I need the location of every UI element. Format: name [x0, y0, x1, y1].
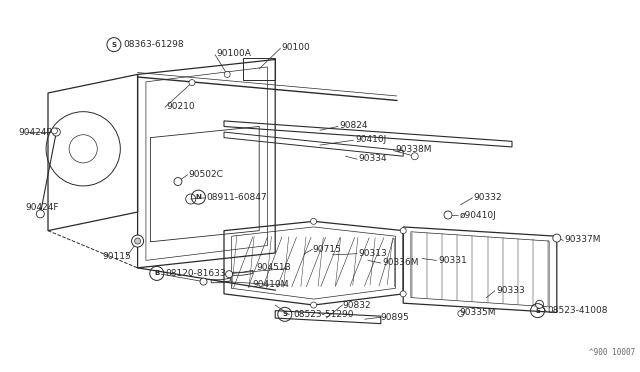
Circle shape — [200, 278, 207, 285]
Text: 90333: 90333 — [496, 286, 525, 295]
Text: 90336M: 90336M — [383, 258, 419, 267]
Text: 90334: 90334 — [358, 154, 387, 163]
Text: 90451B: 90451B — [256, 263, 291, 272]
Text: 90210: 90210 — [166, 102, 195, 111]
Text: ^900 10007: ^900 10007 — [589, 348, 635, 357]
Text: 90502C: 90502C — [189, 170, 223, 179]
Text: S: S — [111, 42, 116, 48]
Text: 90715: 90715 — [312, 245, 341, 254]
Circle shape — [412, 153, 418, 160]
Text: 90424P: 90424P — [18, 128, 52, 137]
Text: 90410J: 90410J — [355, 135, 387, 144]
Text: 90100A: 90100A — [216, 49, 251, 58]
Text: 90824: 90824 — [339, 121, 368, 130]
Text: 08120-81633: 08120-81633 — [165, 269, 226, 278]
Text: B: B — [154, 270, 159, 276]
Circle shape — [174, 177, 182, 186]
Circle shape — [224, 71, 230, 77]
Text: 90424F: 90424F — [26, 203, 59, 212]
Circle shape — [400, 291, 406, 297]
Circle shape — [310, 302, 317, 308]
Text: ø90410J: ø90410J — [460, 211, 496, 220]
Circle shape — [444, 211, 452, 219]
Text: 08363-61298: 08363-61298 — [123, 40, 184, 49]
Circle shape — [553, 234, 561, 242]
Text: 08523-41008: 08523-41008 — [548, 307, 609, 315]
Circle shape — [226, 271, 232, 278]
Circle shape — [52, 128, 60, 136]
Text: 90331: 90331 — [438, 256, 467, 265]
Text: 90410M: 90410M — [253, 280, 289, 289]
Text: 90832: 90832 — [342, 301, 371, 310]
Text: 90100: 90100 — [282, 43, 310, 52]
Circle shape — [189, 80, 195, 86]
Text: N: N — [195, 194, 202, 200]
Text: 90115: 90115 — [102, 252, 131, 261]
Text: 90313: 90313 — [358, 249, 387, 258]
Circle shape — [132, 235, 143, 247]
Text: 90332: 90332 — [474, 193, 502, 202]
Circle shape — [458, 311, 464, 317]
Circle shape — [310, 218, 317, 224]
Text: 90337M: 90337M — [564, 235, 601, 244]
Text: 90338M: 90338M — [396, 145, 432, 154]
Circle shape — [51, 128, 58, 134]
Text: S: S — [282, 311, 287, 317]
Text: S: S — [535, 308, 540, 314]
Circle shape — [36, 210, 44, 218]
Text: 90895: 90895 — [381, 313, 410, 322]
Text: 08523-51290: 08523-51290 — [293, 310, 354, 319]
Circle shape — [134, 238, 141, 244]
Circle shape — [536, 300, 543, 308]
Circle shape — [400, 228, 406, 234]
Text: 90335M: 90335M — [460, 308, 496, 317]
Text: 08911-60847: 08911-60847 — [207, 193, 268, 202]
